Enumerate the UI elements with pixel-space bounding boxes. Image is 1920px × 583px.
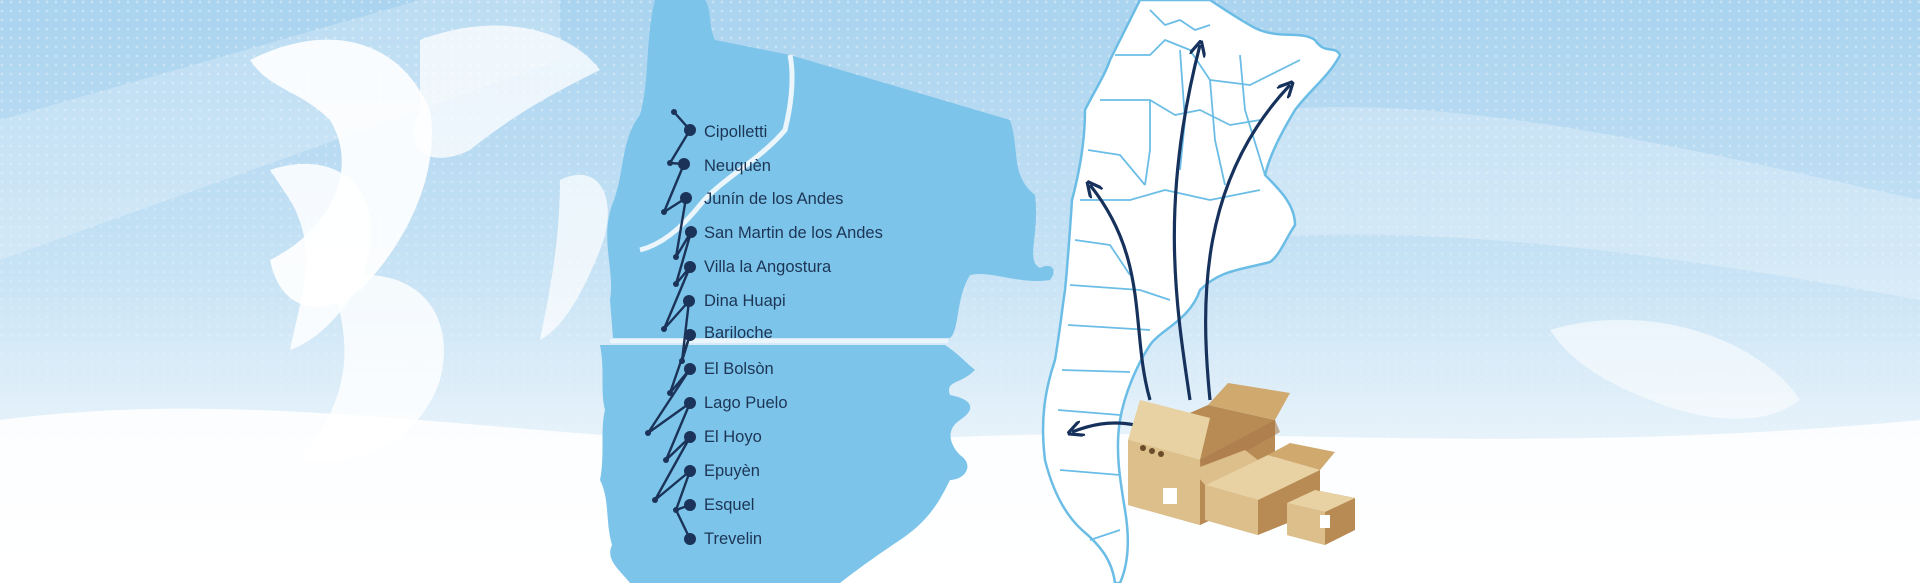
city-marker xyxy=(684,533,696,545)
city-marker xyxy=(684,397,696,409)
city-label-neuquen: Neuquèn xyxy=(704,157,771,175)
city-label-epuyen: Epuyèn xyxy=(704,462,760,480)
route-bend-point xyxy=(673,254,679,260)
shipping-arrows xyxy=(1072,45,1290,432)
city-label-esquel: Esquel xyxy=(704,496,755,514)
route-bend-point xyxy=(645,430,651,436)
route-bend-point xyxy=(667,390,673,396)
route-line xyxy=(645,109,697,545)
route-bend-point xyxy=(671,109,677,115)
arrow-to-west xyxy=(1072,423,1136,432)
city-label-junin-de-los-andes: Junín de los Andes xyxy=(704,190,844,208)
route-bend-point xyxy=(661,209,667,215)
city-marker xyxy=(684,465,696,477)
city-label-el-hoyo: El Hoyo xyxy=(704,428,762,446)
city-label-villa-la-angostura: Villa la Angostura xyxy=(704,258,832,276)
city-marker xyxy=(684,499,696,511)
city-marker xyxy=(683,295,695,307)
city-marker xyxy=(684,261,696,273)
route-bend-point xyxy=(652,497,658,503)
city-marker xyxy=(680,192,692,204)
route-bend-point xyxy=(661,326,667,332)
city-label-lago-puelo: Lago Puelo xyxy=(704,394,788,412)
city-marker xyxy=(684,431,696,443)
route-bend-point xyxy=(667,160,673,166)
arrow-to-north xyxy=(1172,45,1200,401)
argentina-outline xyxy=(1041,0,1342,583)
route-bend-point xyxy=(663,457,669,463)
route-path xyxy=(646,111,693,540)
arrow-to-northeast xyxy=(1204,85,1290,401)
city-marker xyxy=(685,226,697,238)
neuquen-rio-negro-region xyxy=(607,0,1054,338)
city-label-bariloche: Bariloche xyxy=(704,324,773,342)
city-label-el-bolson: El Bolsòn xyxy=(704,360,774,378)
city-label-dina-huapi: Dina Huapi xyxy=(704,292,786,310)
cardboard-boxes-icon xyxy=(1128,383,1355,545)
city-label-san-martin-de-los-andes: San Martin de los Andes xyxy=(704,224,883,242)
city-label-trevelin: Trevelin xyxy=(704,530,763,548)
route-bend-point xyxy=(673,507,679,513)
small-box xyxy=(1287,490,1355,545)
city-marker xyxy=(684,363,696,375)
city-marker xyxy=(678,158,690,170)
city-marker xyxy=(684,124,696,136)
city-marker xyxy=(684,329,696,341)
route-bend-point xyxy=(673,281,679,287)
city-label-cipolletti: Cipolletti xyxy=(704,123,768,141)
route-bend-point xyxy=(679,358,685,364)
arrow-to-northwest xyxy=(1090,185,1152,401)
